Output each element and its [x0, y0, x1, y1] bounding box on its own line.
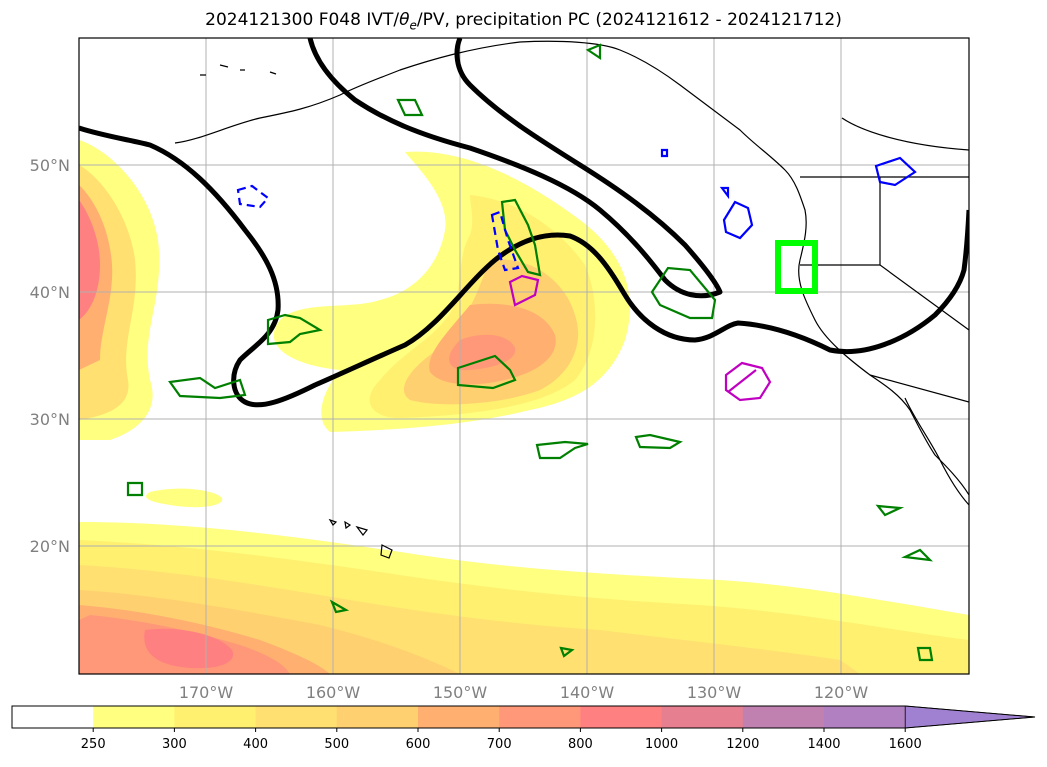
colorbar: 250 300 400 500 600 700 800 1000 1200 1400 1600 [11, 705, 1036, 752]
precip-magenta-contours [508, 274, 772, 402]
precip-green-contours [126, 43, 934, 662]
colorbar-labels: 250 300 400 500 600 700 800 1000 1200 1400 1600 [81, 737, 922, 752]
colorbar-segment [255, 706, 338, 728]
colorbar-segment [499, 706, 581, 728]
colorbar-tick-label: 1400 [807, 737, 840, 752]
green-contour-2 [266, 313, 324, 346]
blue-contour-4 [719, 186, 730, 200]
precip-blue-contours [236, 148, 917, 272]
green-contour-1 [168, 376, 247, 400]
colorbar-segment [174, 706, 257, 728]
ivt-small-patch [146, 488, 223, 508]
green-contour-11 [559, 646, 575, 658]
lon-label-170w: 170°W [179, 683, 234, 702]
ivt-south-band-800 [144, 628, 234, 669]
lon-labels: 170°W 160°W 150°W 140°W 130°W 120°W [179, 683, 869, 702]
lat-label-30: 30°N [30, 410, 70, 429]
colorbar-tick-label: 400 [243, 737, 268, 752]
map-title: 2024121300 F048 IVT/θe/PV, precipitation… [0, 10, 1047, 32]
colorbar-segment [580, 706, 663, 728]
blue-dashed-contour-2 [490, 210, 520, 272]
green-contour-10 [329, 599, 350, 614]
colorbar-tick-label: 250 [81, 737, 106, 752]
blue-contour-1 [722, 200, 754, 240]
green-contour-6 [535, 440, 589, 460]
colorbar-segments [12, 706, 906, 728]
blue-dashed-contour-1 [236, 184, 270, 209]
title-suffix: /PV, precipitation PC (2024121612 - 2024… [416, 10, 842, 30]
baja-california [904, 397, 969, 506]
colorbar-tick-label: 800 [568, 737, 593, 752]
green-contour-8 [650, 266, 717, 320]
lat-label-20: 20°N [30, 537, 70, 556]
title-theta: θ [399, 10, 410, 30]
colorbar-tick-label: 1200 [726, 737, 759, 752]
map-gridlines [79, 38, 969, 674]
colorbar-segment [742, 706, 825, 728]
colorbar-tick-label: 700 [487, 737, 512, 752]
colorbar-segment [824, 706, 906, 728]
colorbar-segment [93, 706, 175, 728]
alaska-coast [174, 40, 807, 261]
magenta-contour-2 [508, 274, 540, 307]
blue-contour-3 [660, 148, 669, 158]
colorbar-extend-arrow [904, 705, 1036, 729]
north-america-coast [798, 259, 969, 496]
lon-label-160w: 160°W [306, 683, 361, 702]
lat-label-50: 50°N [30, 156, 70, 175]
colorbar-segment [661, 706, 744, 728]
green-contour-15 [585, 43, 602, 61]
title-prefix: 2024121300 F048 IVT/ [205, 10, 400, 30]
green-contour-9 [126, 481, 144, 497]
lon-label-130w: 130°W [687, 683, 742, 702]
ivt-west-plume-1000 [79, 200, 100, 320]
lon-label-140w: 140°W [560, 683, 615, 702]
green-contour-12 [875, 504, 905, 517]
colorbar-tick-label: 1000 [645, 737, 678, 752]
lat-labels: 50°N 40°N 30°N 20°N [30, 156, 70, 556]
black-contour-west [79, 125, 969, 408]
green-contour-14 [916, 646, 934, 662]
colorbar-segment [418, 706, 500, 728]
colorbar-tick-label: 500 [324, 737, 349, 752]
ivt-central-river-800 [449, 334, 516, 371]
colorbar-outline [11, 705, 1036, 729]
black-contour-north [307, 38, 723, 299]
green-contour-5 [456, 354, 517, 390]
map-frame [78, 37, 970, 675]
green-contour-7 [634, 433, 683, 450]
colorbar-ticks [92, 728, 906, 732]
hawaii-islands [328, 518, 393, 559]
colorbar-tick-label: 1600 [889, 737, 922, 752]
green-contour-13 [901, 548, 934, 562]
lat-label-40: 40°N [30, 283, 70, 302]
lon-label-150w: 150°W [433, 683, 488, 702]
canada-border [841, 117, 969, 151]
blue-contour-2 [874, 156, 917, 187]
aleutian-islands [200, 64, 277, 76]
magenta-contour-1 [724, 361, 772, 402]
colorbar-segment [336, 706, 419, 728]
colorbar-tick-label: 600 [406, 737, 431, 752]
colorbar-tick-label: 300 [162, 737, 187, 752]
green-contour-4 [500, 198, 542, 277]
target-region-box [775, 240, 818, 294]
green-contour-3 [396, 98, 424, 117]
colorbar-segment [12, 706, 94, 728]
ivt-black-contours [79, 38, 969, 408]
lon-label-120w: 120°W [814, 683, 869, 702]
mexico-border [869, 374, 969, 403]
title-theta-sub: e [409, 18, 417, 33]
